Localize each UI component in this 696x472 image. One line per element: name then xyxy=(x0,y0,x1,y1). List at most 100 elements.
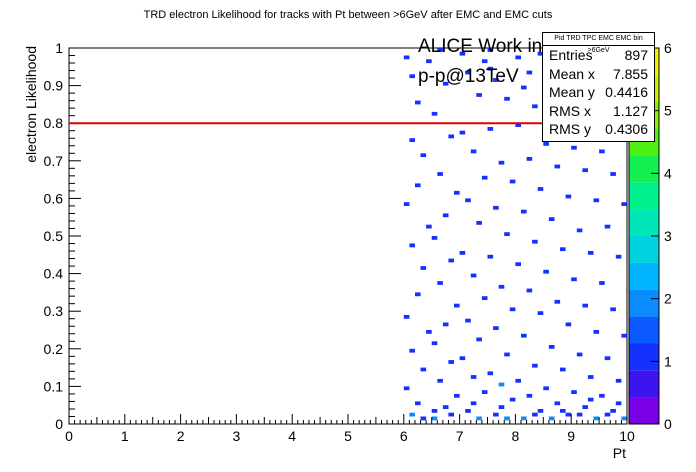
histogram-cell xyxy=(537,409,544,413)
histogram-cell xyxy=(554,164,561,169)
axes: 0 1 2 3 4 5 6 7 8 9 10 0 0.1 0.2 0.3 0.4 0.5 0.6 0.7 0.8 0.9… xyxy=(44,40,635,444)
x-tick-label: 5 xyxy=(344,428,352,444)
histogram-cell xyxy=(476,93,482,97)
histogram-cell xyxy=(593,416,600,421)
histogram-cell xyxy=(426,330,432,334)
histogram-cell xyxy=(571,145,577,150)
histogram-cell xyxy=(532,412,538,417)
histogram-cell xyxy=(448,412,454,417)
histogram-cell xyxy=(415,292,421,297)
histogram-cell xyxy=(548,416,555,421)
z-tick-label: 3 xyxy=(664,228,672,244)
histogram-cell xyxy=(604,412,611,417)
histogram-cell xyxy=(403,202,410,206)
histogram-cell xyxy=(415,183,421,188)
y-tick-label: 0.5 xyxy=(44,228,64,244)
histogram-cell xyxy=(565,194,572,199)
histogram-cell xyxy=(426,224,432,229)
histogram-cell xyxy=(526,288,533,293)
histogram-cell xyxy=(604,356,611,361)
z-tick-label: 2 xyxy=(664,291,672,307)
histogram-cell xyxy=(526,70,533,75)
histogram-cell xyxy=(526,393,533,398)
histogram-cell xyxy=(582,303,588,308)
histogram-cell xyxy=(576,412,583,417)
histogram-cell xyxy=(459,251,466,255)
histogram-cell xyxy=(615,401,622,406)
z-tick-label: 6 xyxy=(664,40,672,56)
histogram-cell xyxy=(487,48,494,52)
histogram-cell xyxy=(437,48,443,52)
histogram-cell xyxy=(470,401,477,406)
histogram-cell xyxy=(454,190,460,195)
histogram-cell xyxy=(437,281,443,285)
histogram-cell xyxy=(610,409,616,413)
y-tick-label: 0.1 xyxy=(44,378,64,394)
y-tick-label: 1 xyxy=(55,40,63,56)
histogram-cell xyxy=(604,224,611,229)
histogram-cell xyxy=(487,371,494,376)
histogram-cell xyxy=(487,66,494,71)
y-tick-label: 0 xyxy=(55,416,63,432)
histogram-cell xyxy=(454,303,460,308)
x-tick-label: 8 xyxy=(512,428,520,444)
histogram-cell xyxy=(587,397,594,402)
stats-row-mean-x: Mean x 7.855 xyxy=(549,65,648,82)
histogram-cell xyxy=(543,269,549,274)
palette-band xyxy=(629,262,659,290)
histogram-cell xyxy=(515,123,521,127)
histogram-cell xyxy=(431,416,438,421)
z-tick-label: 5 xyxy=(664,103,672,119)
histogram-cell xyxy=(599,281,605,285)
palette-band xyxy=(629,209,659,236)
histogram-cell xyxy=(615,378,622,383)
histogram-cell xyxy=(621,333,627,338)
histogram-cell xyxy=(565,412,572,417)
palette-band xyxy=(629,236,659,263)
histogram-cell xyxy=(476,416,482,421)
histogram-cell xyxy=(431,236,438,240)
histogram-cell xyxy=(409,348,415,353)
y-axis-label: electron Likelihood xyxy=(23,46,39,163)
histogram-cell xyxy=(420,153,427,158)
histogram-cell xyxy=(576,352,583,357)
histogram-cell xyxy=(442,405,449,409)
histogram-cell xyxy=(454,393,460,398)
histogram-cell xyxy=(615,254,622,259)
histogram-cell xyxy=(621,202,627,206)
histogram-cell xyxy=(504,96,510,101)
y-tick-label: 0.2 xyxy=(44,341,64,357)
histogram-cell xyxy=(621,416,627,421)
histogram-cell xyxy=(409,138,415,142)
histogram-cell xyxy=(487,127,494,131)
x-tick-label: 9 xyxy=(567,428,575,444)
histogram-cell xyxy=(521,416,527,421)
histogram-cell xyxy=(487,254,494,259)
histogram-cell xyxy=(560,409,566,413)
y-tick-label: 0.4 xyxy=(44,266,64,282)
collision-label: p-p@13TeV xyxy=(418,66,519,87)
stats-row-mean-y: Mean y 0.4416 xyxy=(549,84,648,101)
histogram-cell xyxy=(481,59,488,64)
histogram-cell xyxy=(537,187,544,191)
histogram-cell xyxy=(481,175,488,180)
palette-band xyxy=(629,182,659,210)
histogram-cell xyxy=(493,326,499,330)
histogram-cell xyxy=(498,405,505,409)
histogram-cell xyxy=(437,378,443,383)
histogram-cells xyxy=(403,48,627,421)
histogram-cell xyxy=(504,416,510,421)
x-tick-label: 3 xyxy=(233,428,241,444)
histogram-cell xyxy=(599,393,605,398)
y-tick-label: 0.7 xyxy=(44,153,64,169)
histogram-cell xyxy=(465,409,471,413)
palette-band xyxy=(629,316,659,344)
y-tick-label: 0.9 xyxy=(44,78,64,94)
histogram-cell xyxy=(521,333,527,338)
histogram-cell xyxy=(515,378,521,383)
histogram-cell xyxy=(498,160,505,165)
stats-row-rms-x: RMS x 1.127 xyxy=(549,102,648,119)
histogram-cell xyxy=(470,149,477,154)
histogram-cell xyxy=(409,74,415,79)
histogram-cell xyxy=(481,296,488,300)
